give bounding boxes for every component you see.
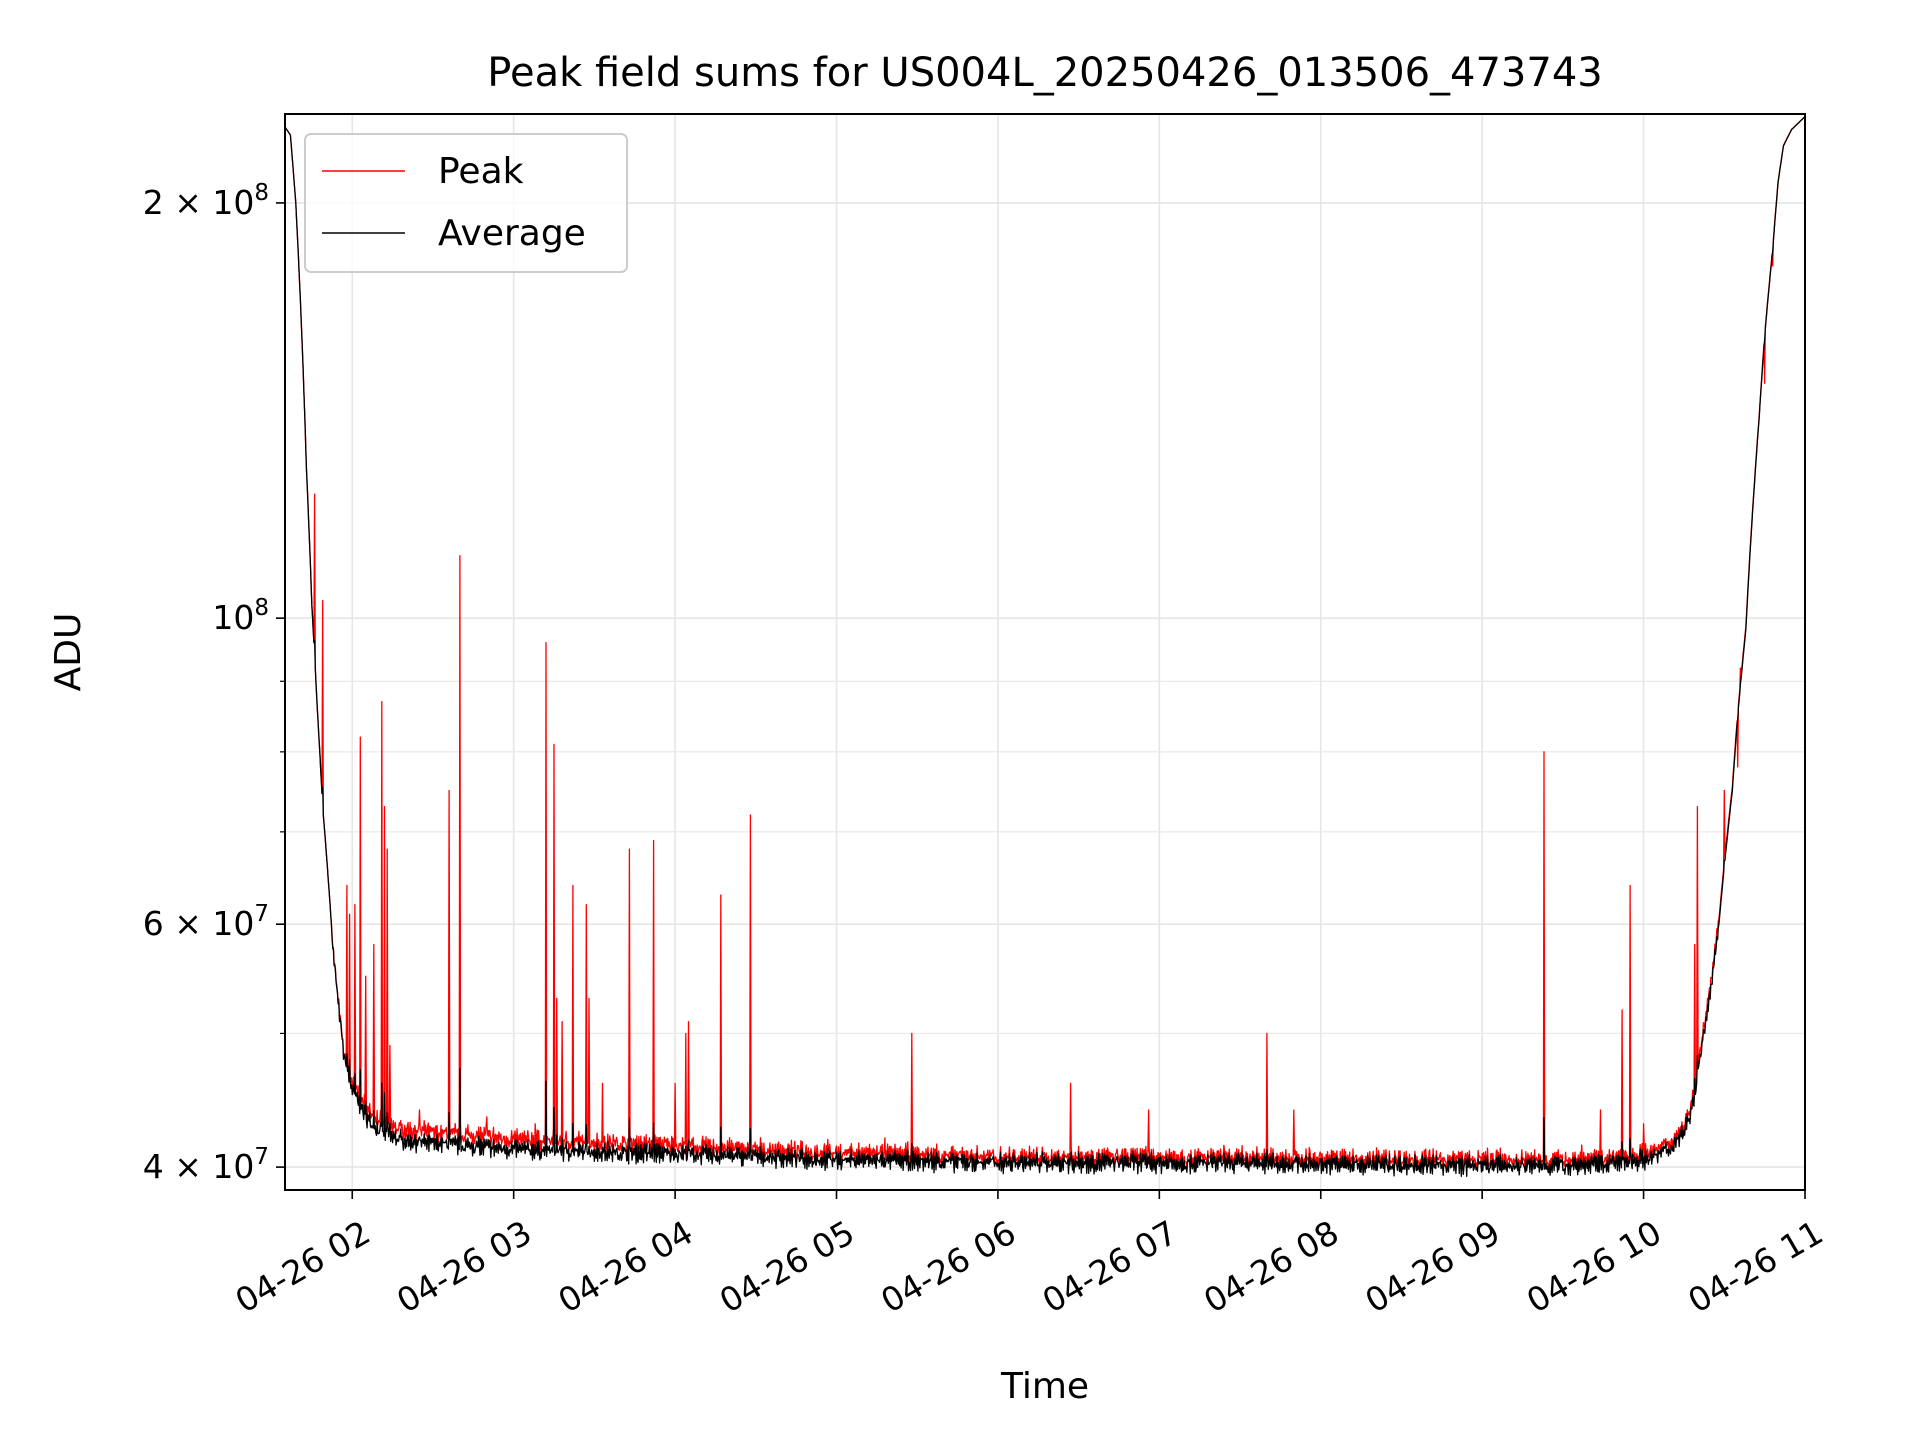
- legend-label-peak: Peak: [438, 151, 524, 192]
- plot-frame: [284, 113, 1806, 1191]
- legend: Peak Average: [304, 133, 628, 273]
- data-layer: [284, 116, 1806, 1178]
- y-tick-label: 6 × 107: [143, 901, 269, 943]
- y-tick-label: 2 × 108: [143, 180, 269, 222]
- x-axis-title: Time: [1000, 1366, 1089, 1407]
- y-tick-label: 108: [212, 595, 269, 637]
- peak-series-line: [284, 116, 1806, 1174]
- y-axis-title: ADU: [48, 613, 89, 692]
- legend-box: [304, 133, 628, 273]
- y-tick-label: 4 × 107: [143, 1144, 269, 1186]
- chart-title: Peak field sums for US004L_20250426_0135…: [487, 50, 1602, 96]
- average-series-line: [284, 116, 1806, 1178]
- legend-label-average: Average: [438, 213, 586, 254]
